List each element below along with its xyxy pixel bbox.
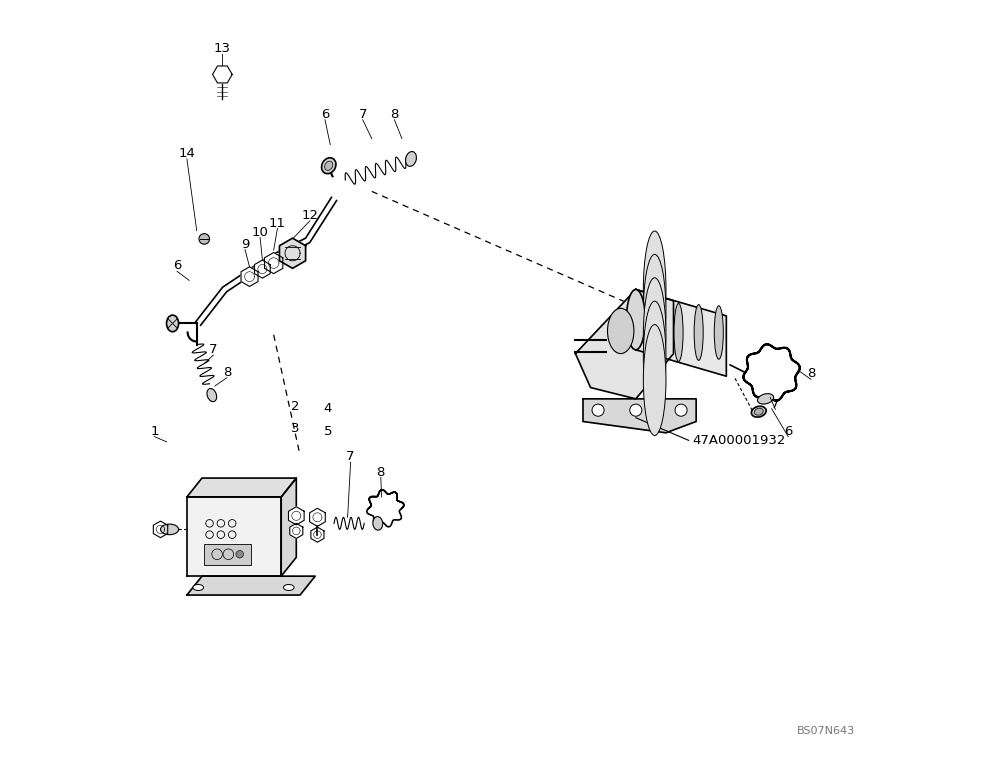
Ellipse shape — [207, 388, 217, 401]
Bar — [204, 543, 251, 565]
Text: 8: 8 — [223, 366, 231, 379]
Polygon shape — [255, 260, 270, 278]
Text: 7: 7 — [346, 451, 355, 464]
Text: 10: 10 — [252, 226, 269, 239]
Text: 12: 12 — [301, 209, 318, 222]
Ellipse shape — [160, 524, 179, 535]
Ellipse shape — [694, 305, 703, 360]
Polygon shape — [636, 290, 726, 376]
Polygon shape — [575, 290, 674, 399]
Polygon shape — [288, 507, 304, 525]
Polygon shape — [290, 524, 303, 538]
Text: 5: 5 — [324, 425, 332, 438]
Polygon shape — [187, 497, 281, 576]
Text: 7: 7 — [209, 344, 218, 356]
Ellipse shape — [325, 161, 333, 170]
Text: 9: 9 — [241, 238, 249, 251]
Text: 4: 4 — [324, 402, 332, 415]
Text: 2: 2 — [291, 400, 299, 413]
Ellipse shape — [754, 408, 763, 415]
Text: BS07N643: BS07N643 — [796, 726, 855, 736]
Ellipse shape — [373, 517, 383, 530]
Circle shape — [675, 404, 687, 416]
Ellipse shape — [643, 277, 666, 391]
Polygon shape — [265, 252, 283, 274]
Ellipse shape — [751, 407, 766, 417]
Polygon shape — [281, 478, 296, 576]
Ellipse shape — [406, 151, 416, 166]
Ellipse shape — [643, 301, 666, 413]
Circle shape — [592, 404, 604, 416]
Text: 7: 7 — [358, 108, 367, 121]
Ellipse shape — [193, 584, 204, 591]
Polygon shape — [241, 267, 258, 287]
Ellipse shape — [643, 325, 666, 435]
Text: 8: 8 — [390, 108, 399, 121]
Ellipse shape — [643, 255, 666, 370]
Ellipse shape — [322, 158, 336, 174]
Text: 14: 14 — [178, 147, 195, 160]
Text: 47A00001932: 47A00001932 — [692, 434, 786, 447]
Ellipse shape — [199, 233, 210, 244]
Polygon shape — [153, 521, 168, 537]
Text: 8: 8 — [807, 368, 815, 381]
Ellipse shape — [654, 302, 663, 363]
Ellipse shape — [714, 306, 723, 359]
Ellipse shape — [608, 309, 634, 353]
Circle shape — [630, 404, 642, 416]
Text: 13: 13 — [214, 42, 231, 55]
Text: 6: 6 — [784, 425, 792, 438]
Polygon shape — [311, 527, 324, 542]
Text: 1: 1 — [150, 425, 159, 438]
Polygon shape — [187, 478, 296, 497]
Ellipse shape — [167, 315, 179, 331]
Ellipse shape — [626, 290, 645, 350]
Polygon shape — [279, 238, 306, 268]
Text: 8: 8 — [377, 466, 385, 479]
Text: 7: 7 — [771, 397, 780, 410]
Text: 6: 6 — [321, 108, 329, 121]
Text: 6: 6 — [173, 259, 181, 272]
Ellipse shape — [674, 303, 683, 362]
Ellipse shape — [283, 584, 294, 591]
Polygon shape — [213, 66, 232, 83]
Circle shape — [236, 550, 243, 558]
Text: 3: 3 — [291, 422, 299, 435]
Ellipse shape — [643, 231, 666, 348]
Text: 11: 11 — [269, 217, 286, 230]
Polygon shape — [310, 508, 325, 527]
Polygon shape — [583, 399, 696, 432]
Ellipse shape — [757, 394, 774, 404]
Polygon shape — [187, 576, 315, 595]
